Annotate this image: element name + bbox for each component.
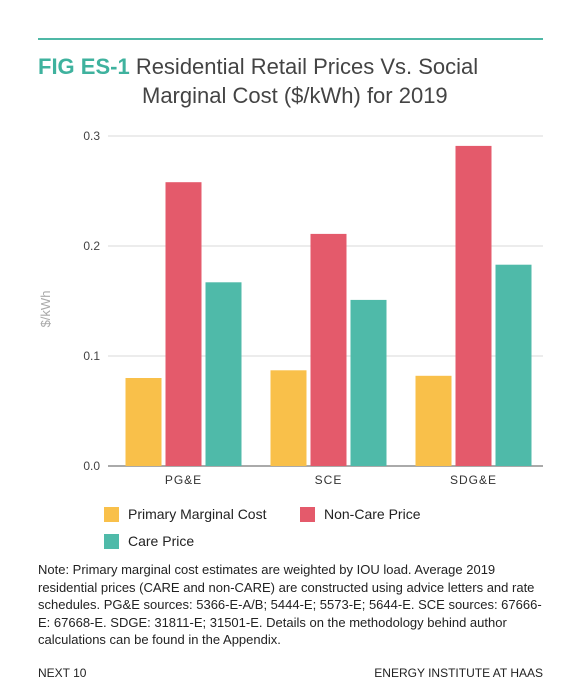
legend-item: Primary Marginal Cost [104, 506, 266, 522]
bar [495, 264, 532, 466]
bar [310, 233, 347, 466]
bar [125, 378, 162, 466]
y-axis-label: $/kWh [38, 291, 53, 328]
bar [165, 182, 202, 466]
bar [415, 375, 452, 466]
bar [205, 282, 242, 466]
figure-label: FIG ES-1 [38, 54, 130, 79]
y-tick-label: 0.1 [83, 349, 100, 363]
figure-title-line2: Marginal Cost ($/kWh) for 2019 [142, 83, 448, 108]
legend-item: Care Price [104, 533, 194, 549]
bar [350, 299, 387, 466]
y-tick-label: 0.0 [83, 459, 100, 473]
legend-item: Non-Care Price [300, 506, 420, 522]
legend-label: Non-Care Price [324, 506, 421, 522]
bar-chart: 0.0 0.1 0.2 0.3 $/kWh PG&E SCE SDG&E [38, 129, 543, 487]
legend-swatch [300, 506, 315, 522]
bar [270, 370, 307, 466]
footer-right: ENERGY INSTITUTE AT HAAS [374, 666, 543, 680]
figure-title: FIG ES-1 Residential Retail Prices Vs. S… [38, 52, 558, 110]
legend-label: Care Price [128, 533, 195, 549]
legend-swatch [104, 506, 119, 522]
figure-title-line1: Residential Retail Prices Vs. Social [135, 54, 479, 79]
x-tick-label: SCE [315, 473, 343, 487]
legend-label: Primary Marginal Cost [128, 506, 267, 522]
top-rule [38, 38, 543, 40]
y-tick-label: 0.2 [83, 239, 100, 253]
x-tick-label: SDG&E [450, 473, 497, 487]
footer-left: NEXT 10 [38, 666, 87, 680]
y-tick-label: 0.3 [83, 129, 100, 143]
legend-swatch [104, 533, 119, 549]
bar [455, 145, 492, 466]
x-tick-label: PG&E [165, 473, 202, 487]
chart-note: Note: Primary marginal cost estimates ar… [38, 562, 542, 648]
